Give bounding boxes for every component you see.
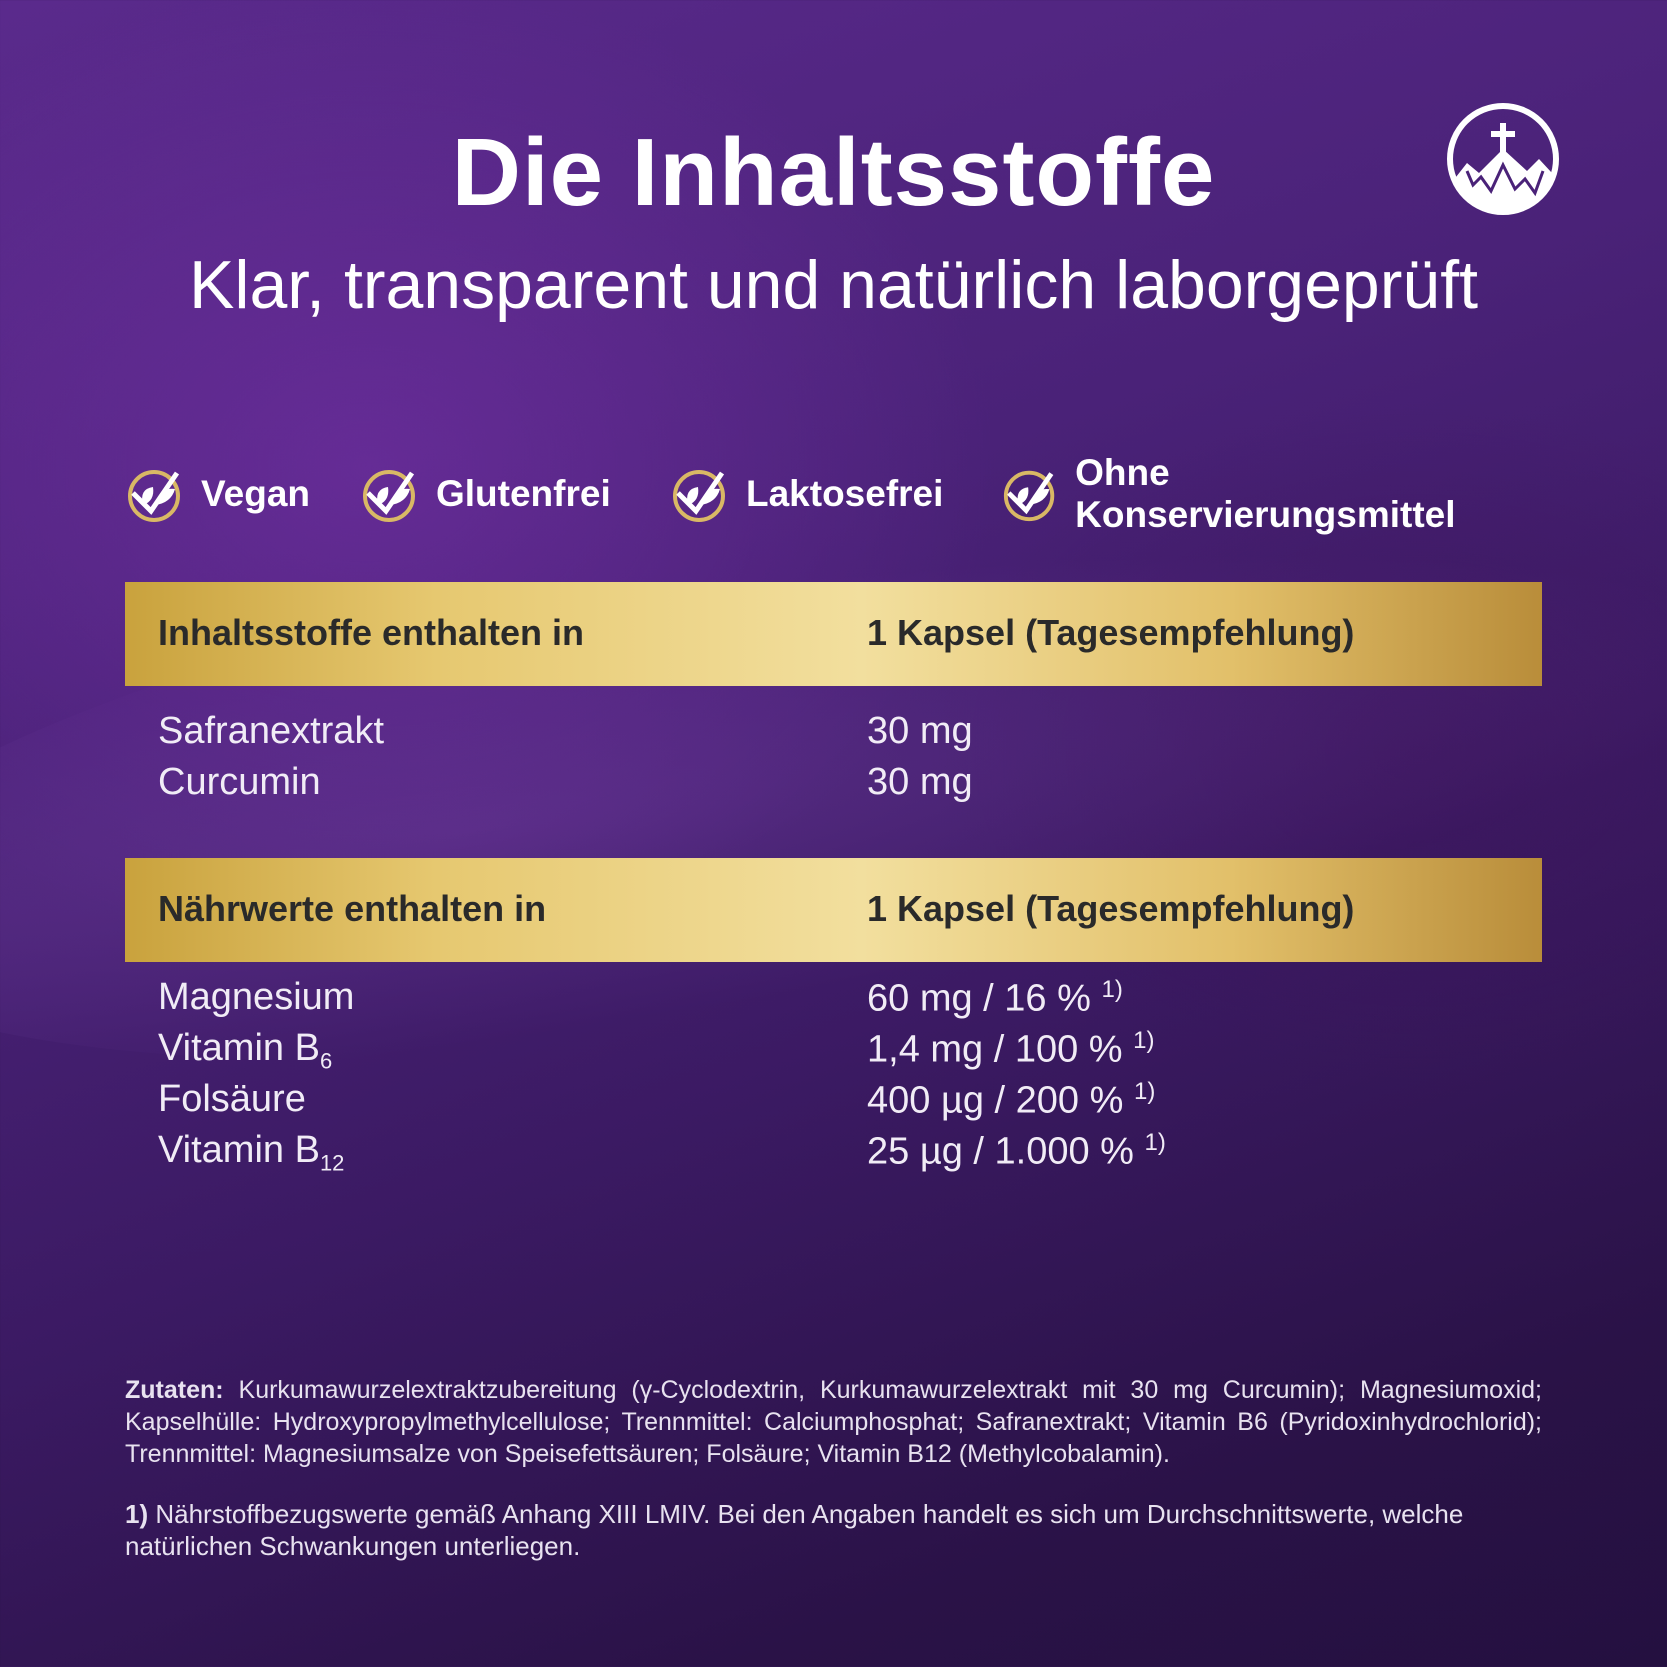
footnote-marker: 1) — [1144, 1129, 1166, 1156]
badge-vegan: Vegan — [125, 462, 310, 526]
footnote-marker: 1) — [1101, 976, 1123, 1003]
badge-konservierung: Ohne Konservierungsmittel — [1001, 452, 1545, 535]
page-title: Die Inhaltsstoffe — [451, 119, 1216, 226]
nutrient-name: Vitamin B6 — [158, 1027, 333, 1074]
badge-label: Laktosefrei — [746, 473, 944, 514]
ingredient-name: Curcumin — [158, 761, 321, 803]
nutrient-value: 1,4 mg / 100 % 1) — [867, 1027, 1155, 1071]
nutrient-value: 400 µg / 200 % 1) — [867, 1078, 1156, 1122]
table-row: Folsäure 400 µg / 200 % 1) — [158, 1078, 1458, 1129]
footnote-marker: 1) — [1133, 1078, 1156, 1105]
leaf-check-icon — [128, 470, 180, 522]
table2-header-left: Nährwerte enthalten in — [158, 888, 547, 929]
nutrient-value: 60 mg / 16 % 1) — [867, 976, 1123, 1020]
ingredients-label: Zutaten: — [125, 1376, 224, 1404]
footnote-body: Nährstoffbezugswerte gemäß Anhang XIII L… — [125, 1499, 1464, 1561]
page-subtitle: Klar, transparent und natürlich laborgep… — [188, 247, 1478, 323]
ingredients-text: Zutaten: Kurkumawurzelextraktzubereitung… — [125, 1374, 1542, 1470]
table-row: Vitamin B12 25 µg / 1.000 % 1) — [158, 1129, 1458, 1180]
feature-badges: Vegan Glutenfrei Laktosefrei Ohne Konser… — [125, 452, 1545, 535]
table1-header: Inhaltsstoffe enthalten in 1 Kapsel (Tag… — [125, 582, 1542, 686]
table-row: Curcumin 30 mg — [158, 761, 1458, 812]
nutrient-name: Vitamin B12 — [158, 1129, 345, 1176]
table-row: Vitamin B6 1,4 mg / 100 % 1) — [158, 1027, 1458, 1078]
badge-label: Vegan — [201, 473, 310, 514]
table2-header-right: 1 Kapsel (Tagesempfehlung) — [867, 888, 1355, 929]
nutrient-name: Magnesium — [158, 976, 355, 1018]
badge-glutenfrei: Glutenfrei — [360, 462, 611, 526]
nutrient-name: Folsäure — [158, 1078, 306, 1120]
footnote-text: 1) Nährstoffbezugswerte gemäß Anhang XII… — [125, 1498, 1542, 1562]
table2-header: Nährwerte enthalten in 1 Kapsel (Tagesem… — [125, 858, 1542, 962]
leaf-check-icon — [1003, 470, 1055, 522]
badge-laktosefrei: Laktosefrei — [670, 462, 943, 526]
table2-rows: Magnesium 60 mg / 16 % 1) Vitamin B6 1,4… — [158, 976, 1458, 1180]
leaf-check-icon — [673, 470, 725, 522]
nutrient-value: 25 µg / 1.000 % 1) — [867, 1129, 1166, 1173]
badge-label: Glutenfrei — [436, 473, 611, 514]
ingredient-name: Safranextrakt — [158, 710, 384, 752]
ingredient-value: 30 mg — [867, 761, 973, 803]
table1-header-left: Inhaltsstoffe enthalten in — [158, 612, 585, 653]
table1-header-right: 1 Kapsel (Tagesempfehlung) — [867, 612, 1355, 653]
cross-mountain-icon — [1447, 103, 1559, 215]
table-row: Magnesium 60 mg / 16 % 1) — [158, 976, 1458, 1027]
table-row: Safranextrakt 30 mg — [158, 710, 1458, 761]
footnote-marker: 1) — [1133, 1027, 1155, 1054]
leaf-check-icon — [363, 470, 415, 522]
ingredient-value: 30 mg — [867, 710, 973, 752]
ingredients-body: Kurkumawurzelextraktzubereitung (γ-Cyclo… — [125, 1376, 1542, 1468]
footnote-label: 1) — [125, 1499, 149, 1529]
badge-label: Ohne Konservierungsmittel — [1075, 452, 1456, 535]
table1-rows: Safranextrakt 30 mg Curcumin 30 mg — [158, 710, 1458, 812]
